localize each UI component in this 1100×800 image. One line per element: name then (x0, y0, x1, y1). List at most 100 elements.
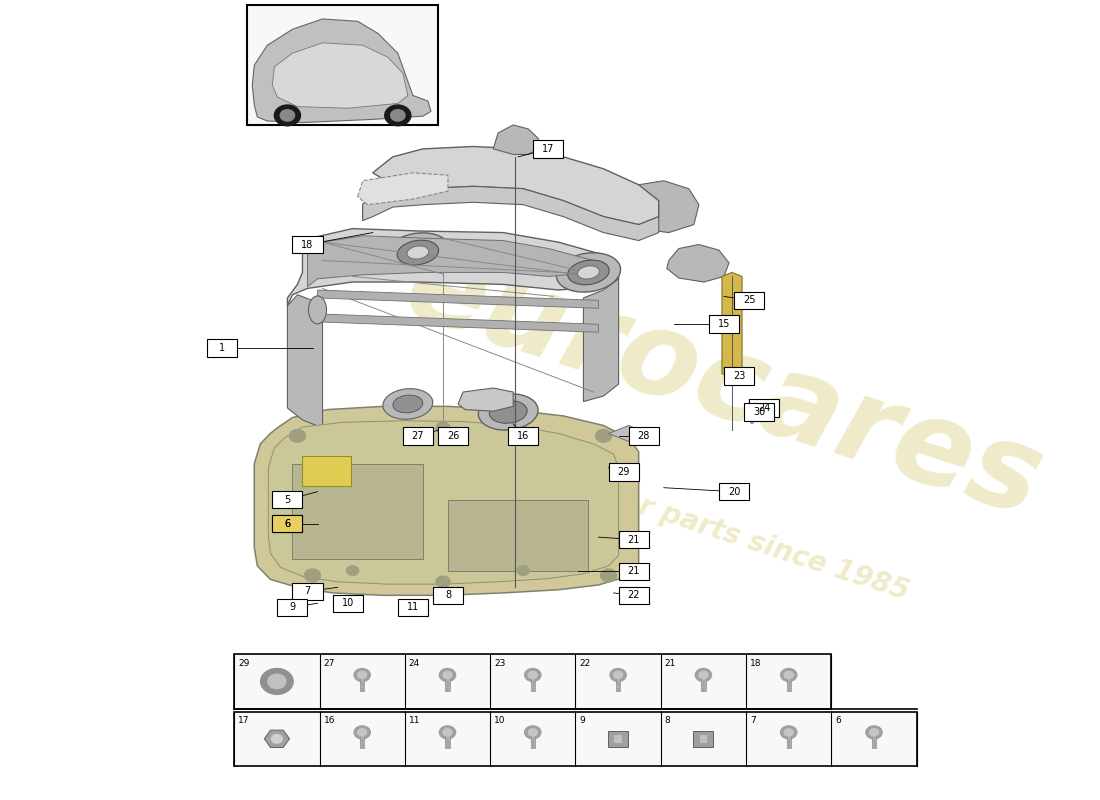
Circle shape (695, 669, 712, 682)
Bar (234, 712, 916, 766)
Bar (293, 464, 422, 559)
Bar (398, 598, 428, 616)
Bar (724, 367, 755, 385)
Text: 11: 11 (407, 602, 419, 612)
Ellipse shape (568, 260, 609, 285)
Bar (293, 236, 322, 254)
Polygon shape (358, 173, 448, 205)
Ellipse shape (393, 395, 422, 413)
Text: 25: 25 (742, 295, 756, 306)
Circle shape (346, 566, 359, 575)
Polygon shape (308, 236, 594, 286)
Circle shape (272, 734, 283, 743)
Circle shape (528, 671, 537, 678)
Bar (615, 734, 622, 743)
Circle shape (517, 566, 529, 575)
Ellipse shape (490, 401, 527, 423)
Ellipse shape (557, 253, 620, 292)
Circle shape (289, 430, 306, 442)
Bar (302, 456, 351, 486)
Circle shape (595, 430, 612, 442)
Text: 24: 24 (758, 403, 770, 413)
Text: 30: 30 (754, 407, 766, 417)
Text: 10: 10 (494, 717, 506, 726)
Text: 28: 28 (638, 431, 650, 441)
Bar (618, 530, 649, 548)
Text: 10: 10 (341, 598, 354, 608)
Circle shape (261, 669, 293, 694)
Ellipse shape (383, 389, 432, 419)
Polygon shape (318, 290, 598, 308)
Bar (448, 500, 588, 571)
Bar (700, 734, 707, 743)
Text: 17: 17 (239, 717, 250, 726)
Text: 23: 23 (733, 371, 745, 381)
Bar (273, 491, 303, 509)
Bar (332, 594, 363, 612)
Bar (744, 403, 774, 421)
Text: 26: 26 (447, 431, 459, 441)
Bar (786, 734, 791, 748)
Bar (749, 399, 779, 417)
Text: 11: 11 (409, 717, 420, 726)
Polygon shape (608, 426, 649, 442)
Circle shape (610, 669, 626, 682)
Bar (403, 427, 433, 445)
Bar (433, 586, 463, 604)
Text: 27: 27 (411, 431, 425, 441)
Circle shape (390, 110, 405, 121)
Text: 6: 6 (285, 518, 290, 529)
Polygon shape (722, 273, 742, 378)
Text: 22: 22 (627, 590, 640, 600)
Circle shape (354, 726, 371, 739)
Bar (618, 586, 649, 604)
Circle shape (305, 569, 320, 582)
Text: 5: 5 (284, 494, 290, 505)
Bar (273, 515, 303, 532)
Bar (719, 483, 749, 501)
Circle shape (358, 729, 366, 736)
Polygon shape (264, 730, 289, 747)
Circle shape (784, 729, 793, 736)
Bar (293, 582, 322, 600)
Circle shape (358, 671, 366, 678)
Text: 1: 1 (219, 343, 225, 353)
Text: 29: 29 (617, 466, 630, 477)
Ellipse shape (308, 296, 327, 324)
Polygon shape (287, 294, 322, 428)
Bar (277, 598, 308, 616)
Polygon shape (493, 125, 538, 154)
Bar (360, 676, 364, 690)
Polygon shape (268, 421, 618, 584)
Bar (207, 339, 238, 357)
Circle shape (614, 671, 623, 678)
Ellipse shape (578, 266, 600, 279)
Text: 29: 29 (239, 659, 250, 668)
Circle shape (698, 671, 708, 678)
Bar (530, 676, 535, 690)
Text: 21: 21 (627, 534, 640, 545)
Circle shape (274, 105, 300, 126)
Polygon shape (318, 314, 598, 332)
Circle shape (525, 726, 541, 739)
Circle shape (267, 674, 286, 689)
Text: 8: 8 (664, 717, 671, 726)
Text: 21: 21 (627, 566, 640, 577)
Ellipse shape (407, 246, 429, 259)
Text: a passion for parts since 1985: a passion for parts since 1985 (455, 434, 913, 606)
Circle shape (443, 729, 452, 736)
Bar (446, 734, 450, 748)
Bar (708, 315, 739, 333)
Text: 27: 27 (323, 659, 334, 668)
Text: 18: 18 (301, 239, 314, 250)
Bar (534, 140, 563, 158)
Bar (234, 654, 832, 709)
Text: 22: 22 (580, 659, 591, 668)
Bar (786, 676, 791, 690)
Text: 20: 20 (728, 486, 740, 497)
Text: 16: 16 (323, 717, 336, 726)
Circle shape (443, 671, 452, 678)
Bar (438, 427, 469, 445)
Bar (693, 731, 713, 746)
Circle shape (869, 729, 879, 736)
